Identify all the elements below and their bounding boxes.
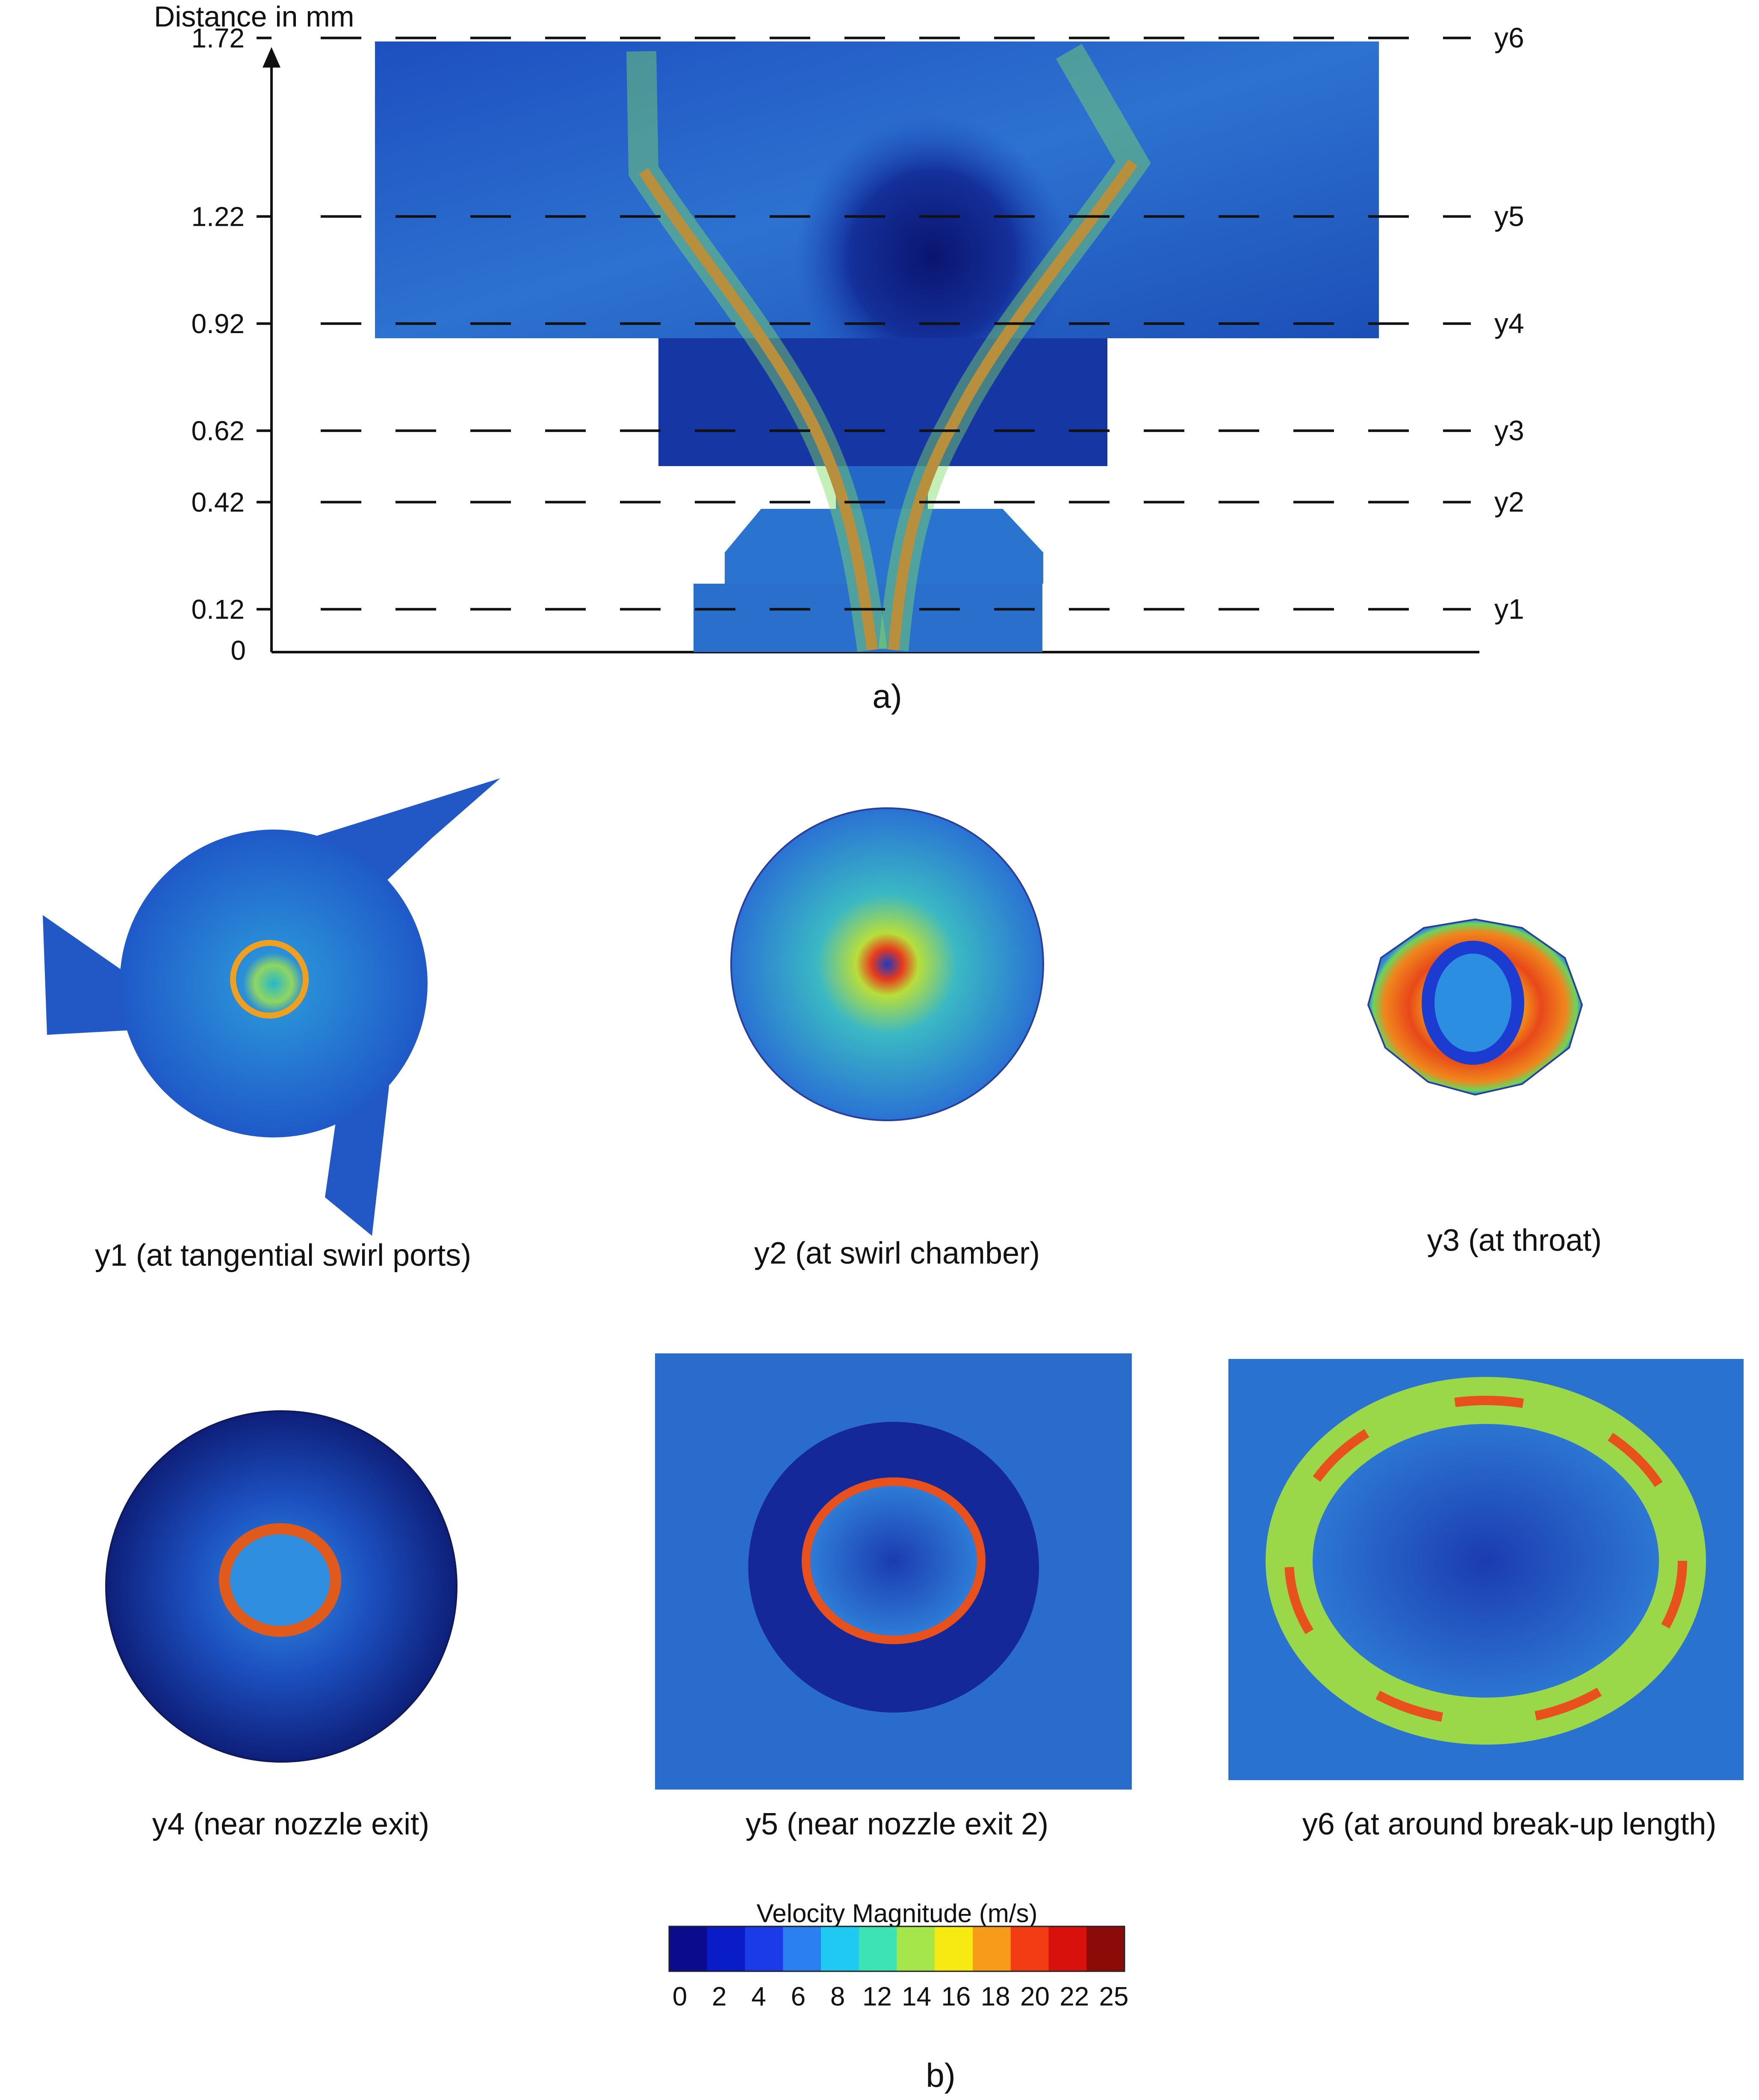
swirl-chamber [725, 509, 1043, 584]
throat-region [836, 466, 928, 509]
colorbar-swatch [859, 1926, 897, 1971]
colorbar-tick-label: 14 [902, 1982, 931, 2011]
y1-inner-ring [230, 940, 309, 1019]
colorbar-swatch [1048, 1926, 1087, 1971]
colorbar-tick-label: 4 [751, 1982, 766, 2011]
colorbar-tick-label: 12 [862, 1982, 892, 2011]
left-sheet-glow [626, 51, 887, 652]
zero-tick-label: 0 [230, 635, 246, 666]
panel-a-caption: a) [872, 677, 902, 715]
colorbar-swatch [821, 1926, 859, 1971]
colorbar-tick-label: 8 [830, 1982, 845, 2011]
colorbar-tick-label: 6 [791, 1982, 806, 2011]
colorbar-tick-label: 20 [1020, 1982, 1050, 2011]
swirl-port-core [120, 830, 428, 1137]
colorbar-swatch [707, 1926, 746, 1971]
colorbar-tick-label: 16 [941, 1982, 971, 2011]
y-tick-label-y6: 1.72 [191, 23, 245, 53]
level-label-y1: y1 [1494, 593, 1524, 625]
panel-b-caption: b) [926, 2056, 955, 2094]
level-label-y4: y4 [1494, 307, 1524, 339]
colorbar-tick-label: 22 [1060, 1982, 1089, 2011]
section-y5: y5 (near nozzle exit 2) [655, 1353, 1132, 1841]
throat-core [1422, 941, 1524, 1065]
y5-caption: y5 (near nozzle exit 2) [746, 1807, 1048, 1841]
y-tick-label-y2: 0.42 [191, 487, 245, 517]
y5-ring [802, 1477, 986, 1644]
level-label-y3: y3 [1494, 414, 1524, 446]
section-y4: y4 (near nozzle exit) [105, 1410, 457, 1841]
colorbar-swatch [897, 1926, 936, 1971]
central-vortex [795, 115, 1069, 398]
right-sheet-glow [879, 44, 1151, 652]
swirl-chamber-section [730, 807, 1044, 1121]
colorbar-frame [668, 1926, 1125, 1972]
colorbar-tick-label: 0 [673, 1982, 687, 2011]
panel-b: y1 (at tangential swirl ports) y2 (at sw… [43, 778, 1744, 2094]
section-y6: y6 (at around break-up length) [1228, 1359, 1744, 1841]
y4-caption: y4 (near nozzle exit) [152, 1807, 429, 1841]
colorbar-tick-label: 18 [981, 1982, 1010, 2011]
level-label-y2: y2 [1494, 486, 1524, 517]
level-label-y5: y5 [1494, 200, 1524, 232]
panel-a: Distance in mm 0 0.12 y1 0.42 y2 0.62 y3 0.92 y… [154, 0, 1524, 715]
colorbar-swatch [1086, 1926, 1125, 1971]
colorbar-swatch [1010, 1926, 1049, 1971]
colorbar-swatch [973, 1926, 1011, 1971]
y-axis-arrow [263, 47, 280, 68]
section-y2: y2 (at swirl chamber) [730, 807, 1044, 1270]
right-liquid-sheet [888, 159, 1138, 651]
y6-caption: y6 (at around break-up length) [1302, 1807, 1717, 1841]
exit-region [658, 338, 1107, 466]
level-label-y6: y6 [1494, 22, 1524, 53]
y-tick-label-y5: 1.22 [191, 201, 245, 232]
colorbar-tick-label: 25 [1099, 1982, 1129, 2011]
y6-ring-hot [1284, 1396, 1687, 1726]
y4-ring [219, 1523, 341, 1637]
left-liquid-sheet [639, 168, 878, 651]
colorbar-title: Velocity Magnitude (m/s) [757, 1899, 1038, 1928]
colorbar-swatch [935, 1926, 973, 1971]
colorbar-swatches [668, 1926, 1125, 1972]
y3-caption: y3 (at throat) [1427, 1223, 1602, 1258]
y-tick-label-y4: 0.92 [191, 308, 245, 339]
colorbar-swatch [669, 1926, 708, 1971]
y-tick-label-y1: 0.12 [191, 594, 245, 625]
section-y1: y1 (at tangential swirl ports) [43, 778, 500, 1273]
y1-caption: y1 (at tangential swirl ports) [95, 1238, 471, 1273]
colorbar-swatch [745, 1926, 784, 1971]
colorbar: Velocity Magnitude (m/s) 0 2 4 6 8 12 14 16 18 20… [668, 1899, 1129, 2011]
y2-caption: y2 (at swirl chamber) [754, 1236, 1040, 1270]
section-y3: y3 (at throat) [1367, 918, 1602, 1258]
colorbar-tick-label: 2 [712, 1982, 726, 2011]
colorbar-ticks: 0 2 4 6 8 12 14 16 18 20 22 25 [673, 1982, 1129, 2011]
section-levels: 0.12 y1 0.42 y2 0.62 y3 0.92 y4 1.22 y5 1.72 y6 [191, 22, 1524, 625]
y-axis-title: Distance in mm [154, 0, 354, 33]
nozzle-flow-field [375, 41, 1379, 652]
y-tick-label-y3: 0.62 [191, 415, 245, 446]
colorbar-swatch [783, 1926, 821, 1971]
